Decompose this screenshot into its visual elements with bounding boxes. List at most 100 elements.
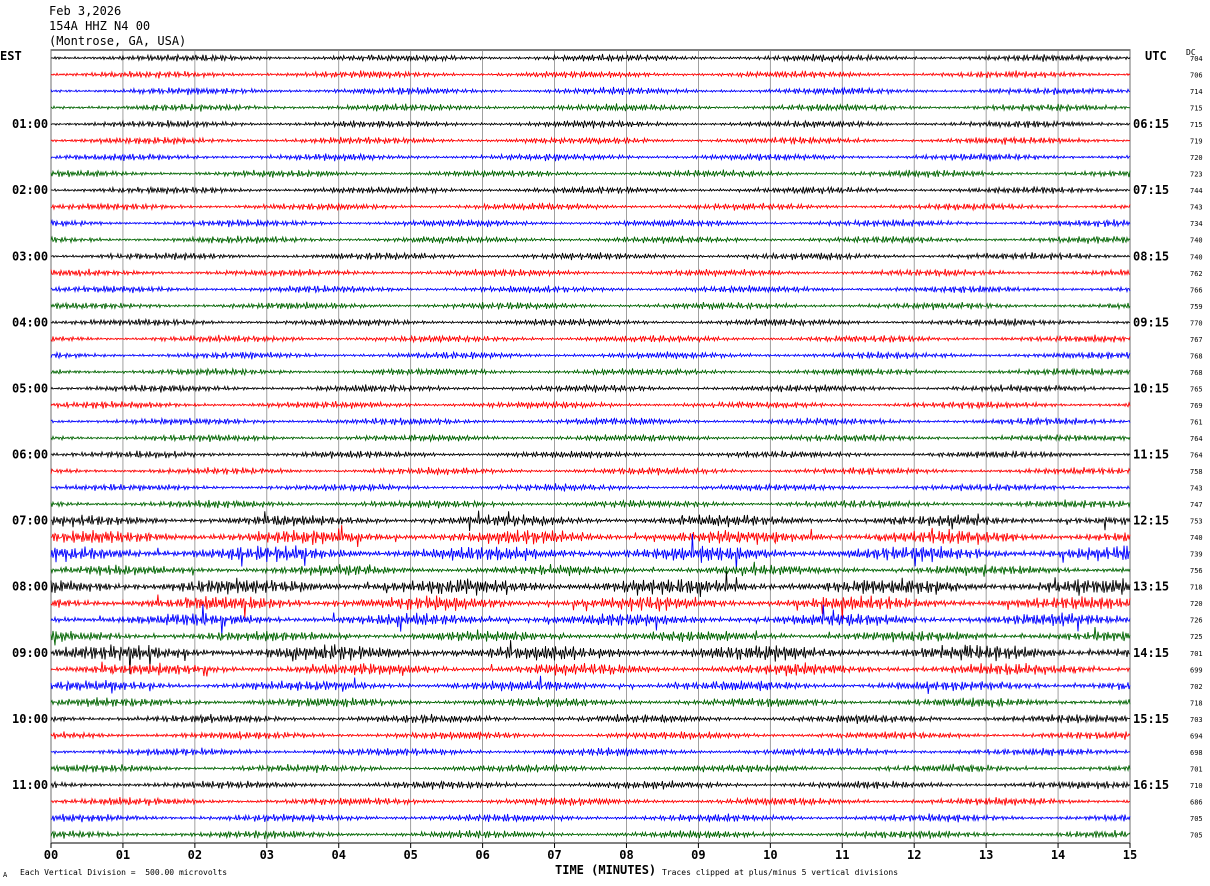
- trace-line: [50, 70, 1131, 79]
- trace-line: [50, 185, 1131, 195]
- trace-line: [50, 510, 1131, 532]
- dc-offset-label: 744: [1190, 187, 1203, 195]
- left-hour-label: 05:00: [12, 381, 48, 395]
- dc-offset-label: 739: [1190, 551, 1203, 559]
- trace-line: [50, 251, 1131, 261]
- dc-offset-label: 720: [1190, 154, 1203, 162]
- x-tick-label: 15: [1123, 848, 1137, 862]
- trace-line: [50, 525, 1131, 548]
- trace-line: [50, 675, 1131, 695]
- dc-offset-label: 714: [1190, 88, 1203, 96]
- trace-line: [50, 697, 1131, 708]
- dc-offset-label: 701: [1190, 650, 1203, 658]
- dc-offset-label: 743: [1190, 204, 1203, 212]
- trace-line: [50, 202, 1131, 212]
- right-hour-label: 16:15: [1133, 778, 1169, 792]
- trace-line: [50, 367, 1131, 377]
- dc-offset-label: 686: [1190, 798, 1203, 806]
- trace-line: [50, 730, 1131, 741]
- left-timezone-label: EST: [0, 49, 22, 63]
- right-hour-label: 07:15: [1133, 183, 1169, 197]
- trace-line: [50, 533, 1131, 570]
- right-hour-label: 11:15: [1133, 448, 1169, 462]
- trace-line: [50, 449, 1131, 460]
- left-hour-label: 02:00: [12, 183, 48, 197]
- x-tick-label: 12: [907, 848, 921, 862]
- left-hour-label: 04:00: [12, 315, 48, 329]
- trace-line: [50, 747, 1131, 757]
- dc-offset-label: 764: [1190, 435, 1203, 443]
- right-hour-label: 09:15: [1133, 315, 1169, 329]
- trace-line: [50, 499, 1131, 509]
- dc-offset-label: 719: [1190, 138, 1203, 146]
- trace-line: [50, 400, 1131, 410]
- dc-offset-label: 740: [1190, 237, 1203, 245]
- dc-offset-label: 759: [1190, 303, 1203, 311]
- scale-note: Each Vertical Division = 500.00 microvol…: [20, 868, 228, 877]
- x-tick-label: 11: [835, 848, 849, 862]
- x-axis-label: TIME (MINUTES): [555, 863, 657, 877]
- dc-offset-label: 765: [1190, 385, 1203, 393]
- dc-offset-label: 694: [1190, 732, 1203, 740]
- trace-line: [50, 169, 1131, 179]
- dc-offset-label: 766: [1190, 286, 1203, 294]
- right-timezone-label: UTC: [1145, 49, 1167, 63]
- x-tick-label: 01: [116, 848, 130, 862]
- x-tick-label: 10: [763, 848, 777, 862]
- dc-offset-label: 740: [1190, 534, 1203, 542]
- trace-line: [50, 350, 1131, 360]
- header-location: (Montrose, GA, USA): [49, 34, 187, 48]
- left-hour-label: 07:00: [12, 514, 48, 528]
- dc-offset-header: DC: [1186, 48, 1196, 57]
- x-tick-label: 14: [1051, 848, 1065, 862]
- x-tick-label: 09: [691, 848, 705, 862]
- trace-line: [50, 763, 1131, 774]
- x-tick-label: 06: [475, 848, 489, 862]
- trace-line: [50, 235, 1131, 245]
- trace-line: [50, 466, 1131, 476]
- dc-offset-label: 706: [1190, 72, 1203, 80]
- clip-note: Traces clipped at plus/minus 5 vertical …: [662, 868, 899, 877]
- dc-offset-label: 699: [1190, 666, 1203, 674]
- x-tick-label: 03: [260, 848, 274, 862]
- dc-offset-label: 768: [1190, 352, 1203, 360]
- left-hour-label: 06:00: [12, 448, 48, 462]
- dc-offset-label: 769: [1190, 402, 1203, 410]
- left-hour-label: 01:00: [12, 117, 48, 131]
- dc-offset-label: 704: [1190, 55, 1203, 63]
- dc-offset-label: 705: [1190, 815, 1203, 823]
- x-tick-label: 08: [619, 848, 633, 862]
- dc-offset-label: 702: [1190, 683, 1203, 691]
- dc-offset-label: 698: [1190, 749, 1203, 757]
- trace-line: [50, 561, 1131, 577]
- dc-offset-label: 747: [1190, 501, 1203, 509]
- left-hour-label: 03:00: [12, 249, 48, 263]
- trace-line: [50, 594, 1131, 621]
- left-hour-label: 10:00: [12, 712, 48, 726]
- header-date: Feb 3,2026: [49, 4, 122, 18]
- trace-line: [50, 416, 1131, 426]
- x-tick-label: 02: [188, 848, 202, 862]
- trace-line: [50, 135, 1131, 146]
- x-tick-label: 00: [44, 848, 58, 862]
- trace-line: [50, 626, 1131, 646]
- dc-offset-label: 761: [1190, 418, 1203, 426]
- right-hour-label: 12:15: [1133, 514, 1169, 528]
- dc-offset-label: 753: [1190, 518, 1203, 526]
- dc-offset-label: 703: [1190, 716, 1203, 724]
- trace-line: [50, 779, 1131, 790]
- dc-offset-label: 725: [1190, 633, 1203, 641]
- dc-offset-label: 734: [1190, 220, 1203, 228]
- x-tick-label: 04: [332, 848, 346, 862]
- dc-offset-label: 720: [1190, 600, 1203, 608]
- right-hour-label: 06:15: [1133, 117, 1169, 131]
- dc-offset-label: 701: [1190, 765, 1203, 773]
- trace-line: [50, 829, 1131, 840]
- right-hour-label: 08:15: [1133, 249, 1169, 263]
- plot-frame: [50, 49, 1131, 844]
- trace-line: [50, 813, 1131, 823]
- x-tick-label: 13: [979, 848, 993, 862]
- x-tick-label: 05: [403, 848, 417, 862]
- dc-offset-label: 767: [1190, 336, 1203, 344]
